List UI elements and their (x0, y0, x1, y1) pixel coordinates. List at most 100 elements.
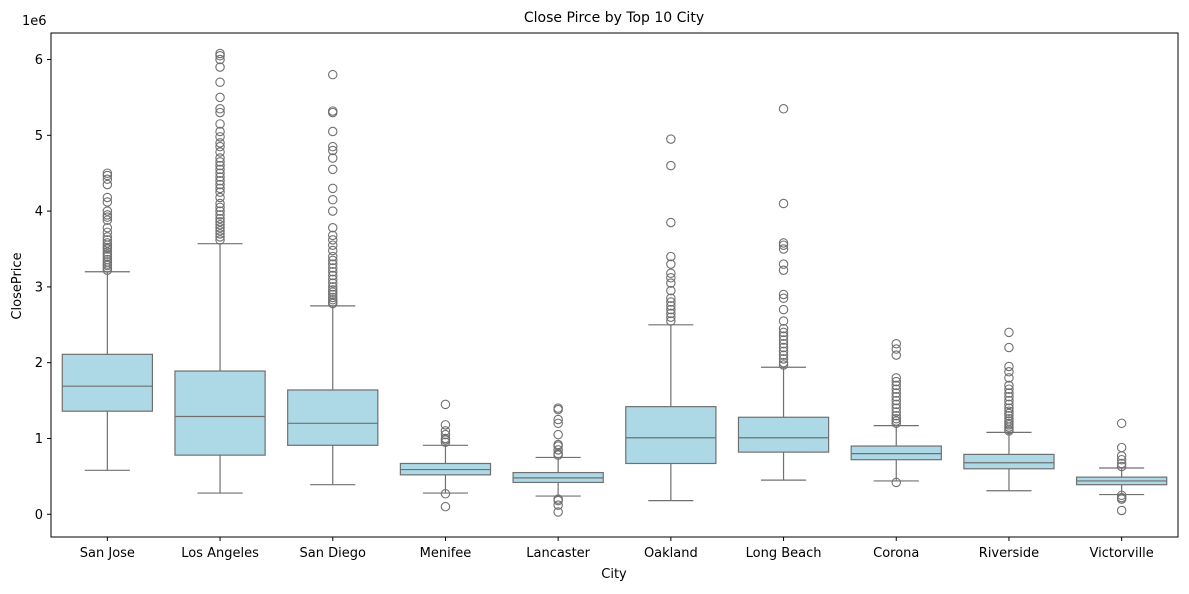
plot-area: 0 1 2 3 4 5 6 San Jose Los Angeles San Diego Menif… (35, 32, 1179, 561)
outlier-point-oakland (666, 160, 676, 171)
outlier-point-long-beach (778, 104, 789, 114)
outlier-point-corona (891, 416, 901, 426)
outlier-point-riverside (1004, 395, 1014, 406)
outlier-point-san-diego (327, 274, 338, 285)
outlier-point-los-angeles (215, 202, 225, 213)
outlier-point-oakland (666, 134, 676, 144)
outlier-point-san-jose (102, 238, 113, 248)
outlier-point-long-beach (778, 357, 789, 368)
outlier-point-victorville (1116, 505, 1127, 516)
outlier-point-victorville (1116, 454, 1127, 465)
outlier-point-lancaster (553, 448, 563, 459)
box-long-beach (737, 416, 830, 453)
box-los-angeles (174, 370, 266, 456)
y-tick-label: 0 (35, 508, 43, 523)
outlier-point-oakland (666, 304, 676, 315)
outlier-point-victorville (1116, 458, 1127, 469)
outlier-point-san-jose (102, 212, 113, 222)
outlier-point-san-diego (327, 106, 338, 116)
outlier-point-san-jose (102, 235, 113, 245)
outlier-point-oakland (666, 308, 676, 319)
outlier-point-san-jose (102, 251, 113, 262)
outlier-point-lancaster (553, 429, 563, 440)
outlier-point-los-angeles (215, 187, 225, 197)
outlier-point-san-diego (327, 206, 338, 216)
outlier-point-lancaster (553, 418, 563, 429)
outlier-point-los-angeles (215, 77, 225, 88)
outlier-point-long-beach (778, 238, 789, 248)
outlier-point-san-diego (327, 255, 338, 266)
outlier-point-san-diego (327, 251, 338, 262)
box-oakland (625, 406, 717, 465)
y-tick-label: 4 (35, 205, 43, 220)
outlier-point-corona (891, 392, 901, 402)
x-tick-label-menifee: Menifee (420, 546, 472, 561)
outlier-point-los-angeles (215, 210, 225, 220)
outlier-point-long-beach (778, 265, 789, 275)
outlier-point-corona (891, 418, 901, 429)
box-san-diego (287, 389, 379, 446)
outlier-point-los-angeles (215, 132, 225, 142)
outlier-point-long-beach (778, 338, 789, 349)
outlier-point-san-jose (102, 254, 113, 265)
outlier-point-menifee (440, 489, 451, 499)
box-riverside (963, 453, 1055, 470)
outlier-point-oakland (666, 316, 676, 326)
outlier-point-san-diego (327, 223, 338, 233)
outlier-point-long-beach (778, 346, 789, 357)
outlier-point-oakland (666, 217, 676, 228)
outlier-point-corona (891, 403, 901, 413)
x-axis-label: City (601, 567, 627, 582)
outlier-point-san-jose (102, 197, 113, 207)
outlier-point-san-diego (327, 285, 338, 295)
outlier-point-lancaster (553, 494, 563, 504)
outlier-point-los-angeles (215, 160, 225, 171)
outlier-point-san-jose (102, 223, 113, 233)
outlier-point-oakland (666, 301, 676, 311)
plot-frame (50, 32, 1179, 538)
outlier-point-san-jose (102, 179, 113, 190)
outlier-point-los-angeles (215, 54, 225, 65)
outlier-point-san-jose (102, 210, 113, 220)
outlier-point-riverside (1004, 384, 1014, 394)
outlier-point-victorville (1116, 490, 1127, 501)
outlier-point-menifee (440, 420, 451, 430)
outlier-point-corona (891, 376, 901, 387)
outlier-point-corona (891, 477, 901, 488)
outlier-point-oakland (666, 259, 676, 269)
outlier-point-corona (891, 338, 901, 349)
outlier-point-long-beach (778, 360, 789, 370)
outlier-point-riverside (1004, 403, 1014, 413)
x-tick-label-lancaster: Lancaster (526, 546, 590, 561)
outlier-point-los-angeles (215, 206, 225, 216)
outlier-point-los-angeles (215, 176, 225, 186)
box-san-jose (61, 353, 154, 412)
outlier-point-los-angeles (215, 216, 225, 227)
outlier-point-long-beach (778, 342, 789, 353)
outlier-point-san-diego (327, 270, 338, 281)
outlier-point-riverside (1004, 373, 1014, 383)
outlier-point-los-angeles (215, 179, 225, 190)
outlier-point-san-diego (327, 69, 338, 80)
outlier-point-los-angeles (215, 157, 225, 167)
outlier-point-los-angeles (215, 229, 225, 239)
outlier-point-menifee (440, 433, 451, 444)
outlier-point-san-jose (102, 227, 113, 238)
outlier-point-riverside (1004, 342, 1014, 353)
x-tick-label-corona: Corona (873, 546, 919, 561)
outlier-point-long-beach (778, 259, 789, 269)
outlier-point-san-jose (102, 206, 113, 216)
outlier-point-corona (891, 384, 901, 394)
outlier-point-lancaster (553, 500, 563, 510)
outlier-point-san-diego (327, 263, 338, 273)
outlier-point-victorville (1116, 442, 1127, 453)
outlier-point-victorville (1116, 418, 1127, 429)
outlier-point-oakland (666, 285, 676, 296)
outlier-point-lancaster (553, 414, 563, 425)
outlier-point-san-diego (327, 126, 338, 137)
outlier-point-long-beach (778, 350, 789, 360)
outlier-point-long-beach (778, 244, 789, 254)
outlier-point-oakland (666, 293, 676, 304)
outlier-point-san-diego (327, 295, 338, 305)
outlier-point-oakland (666, 297, 676, 307)
